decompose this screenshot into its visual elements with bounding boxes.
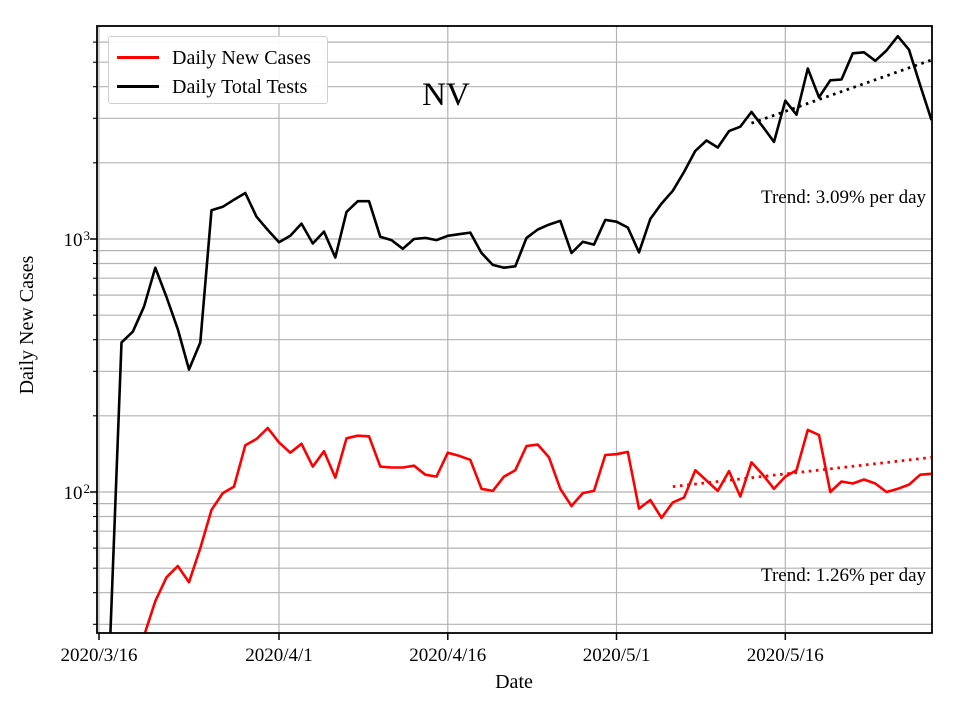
chart-title: NV	[422, 77, 470, 113]
trend-annotation-cases: Trend: 1.26% per day	[761, 565, 926, 586]
x-tick-label: 2020/3/16	[60, 645, 138, 666]
x-tick-label: 2020/5/1	[582, 645, 651, 666]
legend-line-sample-tests	[117, 85, 159, 88]
x-axis-label: Date	[495, 671, 533, 693]
y-tick-label: 102	[63, 480, 91, 505]
y-axis-label: Daily New Cases	[16, 255, 38, 395]
x-tick-label: 2020/4/1	[245, 645, 313, 666]
legend-line-sample-cases	[117, 56, 159, 59]
legend-label-cases: Daily New Cases	[172, 46, 311, 69]
legend-label-tests: Daily Total Tests	[172, 75, 308, 98]
legend: Daily New Cases Daily Total Tests	[108, 36, 328, 104]
y-tick-label: 103	[63, 227, 91, 252]
legend-item-cases: Daily New Cases	[117, 43, 327, 72]
legend-item-tests: Daily Total Tests	[117, 72, 327, 101]
trend-annotation-tests: Trend: 3.09% per day	[761, 187, 926, 208]
x-tick-label: 2020/5/16	[746, 645, 824, 666]
x-tick-label: 2020/4/16	[409, 645, 487, 666]
